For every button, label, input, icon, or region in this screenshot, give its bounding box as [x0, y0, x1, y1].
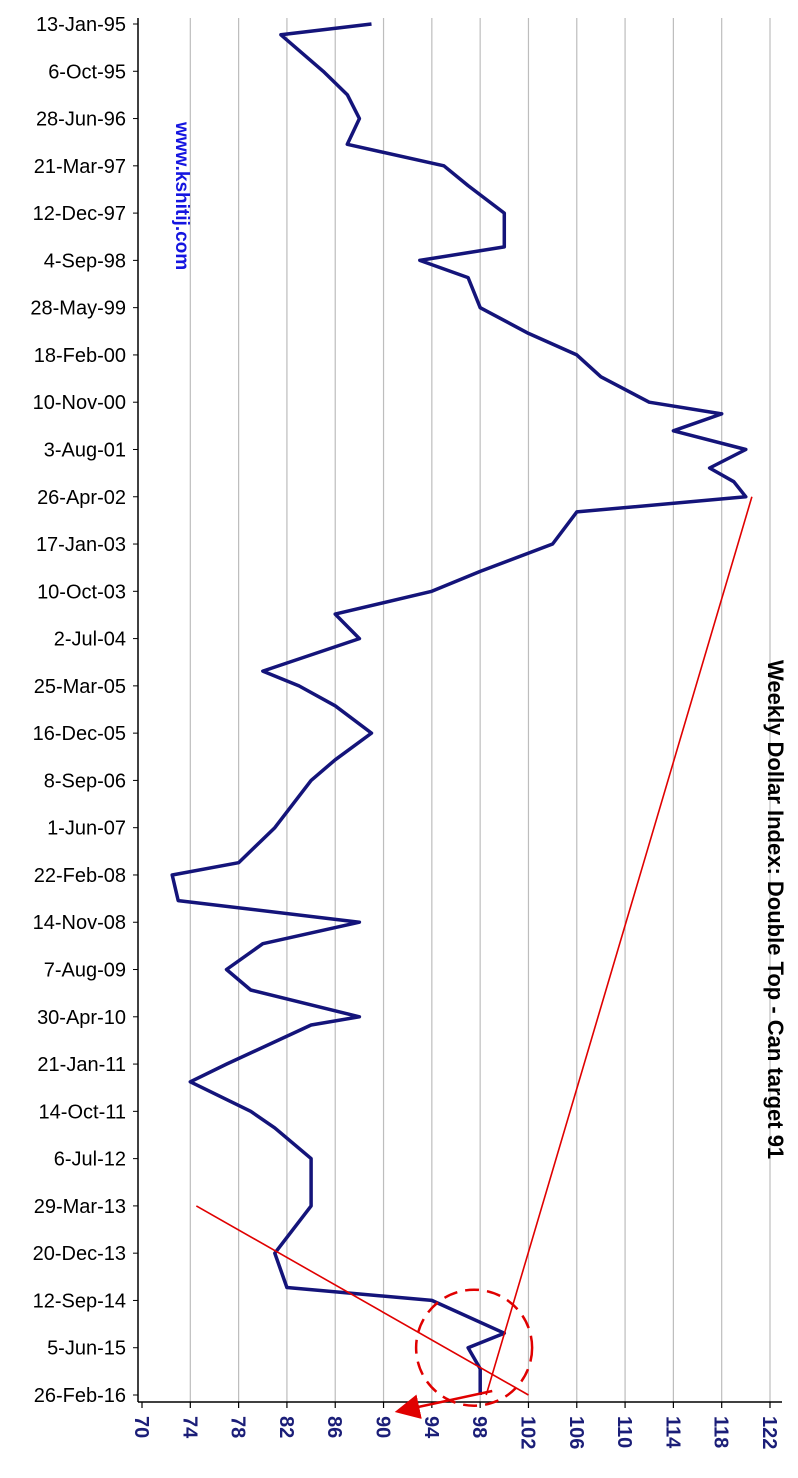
- trendline: [485, 496, 753, 1396]
- x-tick-label: 13-Jan-95: [36, 14, 126, 36]
- y-tick-label: 90: [372, 1416, 394, 1438]
- y-tick-label: 106: [565, 1416, 587, 1449]
- x-tick-label: 10-Nov-00: [33, 392, 126, 414]
- y-tick-label: 98: [468, 1416, 490, 1438]
- x-tick-label: 8-Sep-06: [44, 770, 126, 792]
- y-tick-label: 114: [661, 1416, 683, 1449]
- x-tick-label: 6-Jul-12: [54, 1149, 126, 1171]
- y-tick-label: 94: [420, 1416, 442, 1439]
- x-tick-label: 10-Oct-03: [37, 581, 126, 603]
- series-line: [170, 22, 748, 1395]
- x-tick-label: 14-Nov-08: [33, 912, 126, 934]
- x-tick-label: 21-Jan-11: [37, 1054, 126, 1076]
- y-tick-label: 110: [613, 1416, 635, 1448]
- x-tick-label: 1-Jun-07: [47, 818, 126, 840]
- y-tick-labels: 70 74 78 82 86 90 94 98 102 106 110 114 118 122: [130, 1416, 780, 1449]
- x-tick-label: 12-Dec-97: [33, 203, 126, 225]
- y-tick-label: 86: [323, 1416, 345, 1438]
- x-tick-label: 18-Feb-00: [34, 345, 126, 367]
- y-tick-label: 102: [516, 1416, 538, 1449]
- series-lines: [170, 22, 748, 1395]
- x-tick-label: 12-Sep-14: [33, 1290, 126, 1312]
- y-tick-label: 82: [275, 1416, 297, 1438]
- annotations: [195, 496, 753, 1419]
- target-arrow: [394, 1389, 493, 1419]
- target-circle: [414, 1288, 534, 1407]
- x-tick-labels: 13-Jan-95 6-Oct-95 28-Jun-96 21-Mar-97 12-De…: [30, 14, 138, 1407]
- y-tick-label: 118: [710, 1416, 732, 1448]
- x-tick-label: 30-Apr-10: [37, 1007, 126, 1029]
- y-tick-label: 74: [178, 1416, 200, 1439]
- x-tick-label: 7-Aug-09: [44, 960, 126, 982]
- x-tick-label: 25-Mar-05: [34, 676, 126, 698]
- x-tick-label: 21-Mar-97: [34, 156, 126, 178]
- x-tick-label: 22-Feb-08: [34, 865, 126, 887]
- x-tick-label: 28-Jun-96: [36, 109, 126, 131]
- x-tick-label: 20-Dec-13: [33, 1243, 126, 1265]
- watermark: www.kshitij.com: [171, 121, 192, 270]
- x-tick-label: 16-Dec-05: [33, 723, 126, 745]
- trendline: [195, 1205, 529, 1396]
- x-tick-label: 3-Aug-01: [44, 439, 126, 461]
- gridlines: [141, 18, 771, 1408]
- y-tick-label: 70: [130, 1416, 152, 1438]
- x-tick-label: 6-Oct-95: [48, 61, 126, 83]
- x-tick-label: 5-Jun-15: [47, 1338, 126, 1360]
- x-tick-label: 2-Jul-04: [54, 629, 126, 651]
- x-tick-label: 17-Jan-03: [36, 534, 126, 556]
- y-tick-label: 78: [227, 1416, 249, 1438]
- x-tick-label: 28-May-99: [30, 298, 126, 320]
- x-tick-label: 4-Sep-98: [44, 250, 126, 272]
- x-tick-label: 29-Mar-13: [34, 1196, 126, 1218]
- chart-title: Weekly Dollar Index: Double Top - Can ta…: [763, 660, 788, 1159]
- y-tick-label: 122: [758, 1416, 780, 1449]
- x-tick-label: 26-Feb-16: [34, 1385, 126, 1407]
- x-tick-label: 26-Apr-02: [37, 487, 126, 509]
- x-tick-label: 14-Oct-11: [39, 1101, 126, 1123]
